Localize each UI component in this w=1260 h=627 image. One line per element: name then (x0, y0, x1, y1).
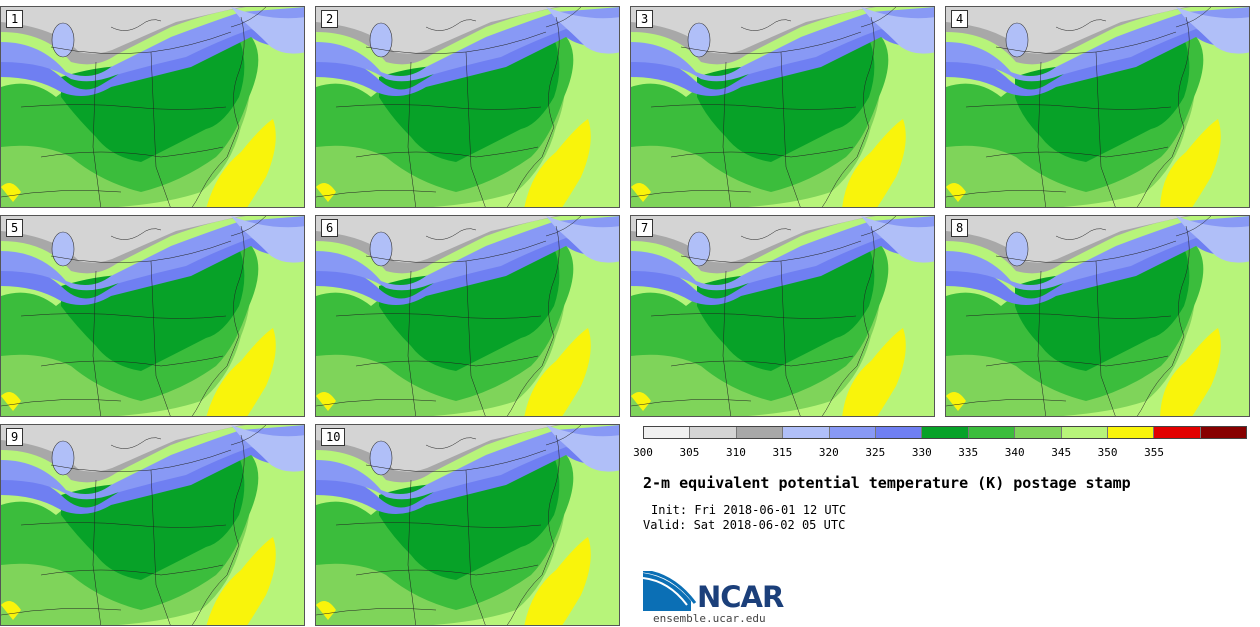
valid-time: Valid: Sat 2018-06-02 05 UTC (643, 518, 846, 532)
panel-number-label: 9 (6, 428, 24, 446)
colorbar-segment (874, 427, 922, 438)
panel-number-label: 6 (321, 219, 339, 237)
colorbar-segment (782, 427, 829, 438)
colorbar-segment (735, 427, 783, 438)
colorbar-segment (967, 427, 1015, 438)
site-url: ensemble.ucar.edu (653, 612, 766, 625)
colorbar-tick-label: 305 (679, 446, 700, 459)
panel-number-label: 2 (321, 10, 339, 28)
colorbar-segment (1014, 427, 1061, 438)
map-panel: 10 (315, 424, 620, 626)
weather-map (946, 7, 1249, 207)
weather-map (1, 425, 304, 625)
logo-text: NCAR (697, 580, 784, 614)
panel-number-label: 4 (951, 10, 969, 28)
colorbar-tick-label: 350 (1097, 446, 1118, 459)
colorbar-tick-label: 325 (865, 446, 886, 459)
weather-map (1, 216, 304, 416)
colorbar-tick-label: 345 (1051, 446, 1072, 459)
colorbar-segment (1153, 427, 1200, 438)
map-panel: 3 (630, 6, 935, 208)
map-panel: 6 (315, 215, 620, 417)
weather-map (316, 7, 619, 207)
init-time: Init: Fri 2018-06-01 12 UTC (651, 503, 847, 517)
panel-number-label: 5 (6, 219, 24, 237)
weather-map (631, 216, 934, 416)
colorbar-segment (1199, 427, 1247, 438)
colorbar-tick-label: 355 (1144, 446, 1164, 459)
map-panel: 8 (945, 215, 1250, 417)
colorbar-segment (1106, 427, 1154, 438)
colorbar-tick-label: 300 (633, 446, 653, 459)
weather-map (1, 7, 304, 207)
colorbar-tick-label: 330 (911, 446, 932, 459)
colorbar-segment (689, 427, 736, 438)
weather-map (946, 216, 1249, 416)
weather-map (316, 216, 619, 416)
colorbar-tick-label: 340 (1004, 446, 1025, 459)
panel-number-label: 10 (321, 428, 346, 446)
colorbar-segment (921, 427, 968, 438)
map-panel: 2 (315, 6, 620, 208)
colorbar-segment (828, 427, 875, 438)
colorbar-tick-labels: 300 305 310 315 320 325 330 335 340 345 350 355 (633, 446, 1247, 460)
colorbar-tick-label: 335 (958, 446, 979, 459)
panel-number-label: 8 (951, 219, 969, 237)
panel-number-label: 3 (636, 10, 654, 28)
map-panel: 9 (0, 424, 305, 626)
map-panel: 5 (0, 215, 305, 417)
panel-number-label: 1 (6, 10, 24, 28)
colorbar-segment (1060, 427, 1107, 438)
panel-number-label: 7 (636, 219, 654, 237)
ncar-logo-icon (643, 571, 697, 611)
colorbar-tick-label: 315 (772, 446, 793, 459)
map-panel: 7 (630, 215, 935, 417)
weather-map (316, 425, 619, 625)
colorbar (643, 426, 1247, 439)
colorbar-tick-label: 310 (725, 446, 746, 459)
colorbar-segment (644, 427, 690, 438)
colorbar-tick-label: 320 (818, 446, 839, 459)
figure-title: 2-m equivalent potential temperature (K)… (643, 474, 1131, 492)
map-panel: 1 (0, 6, 305, 208)
weather-map (631, 7, 934, 207)
map-panel: 4 (945, 6, 1250, 208)
